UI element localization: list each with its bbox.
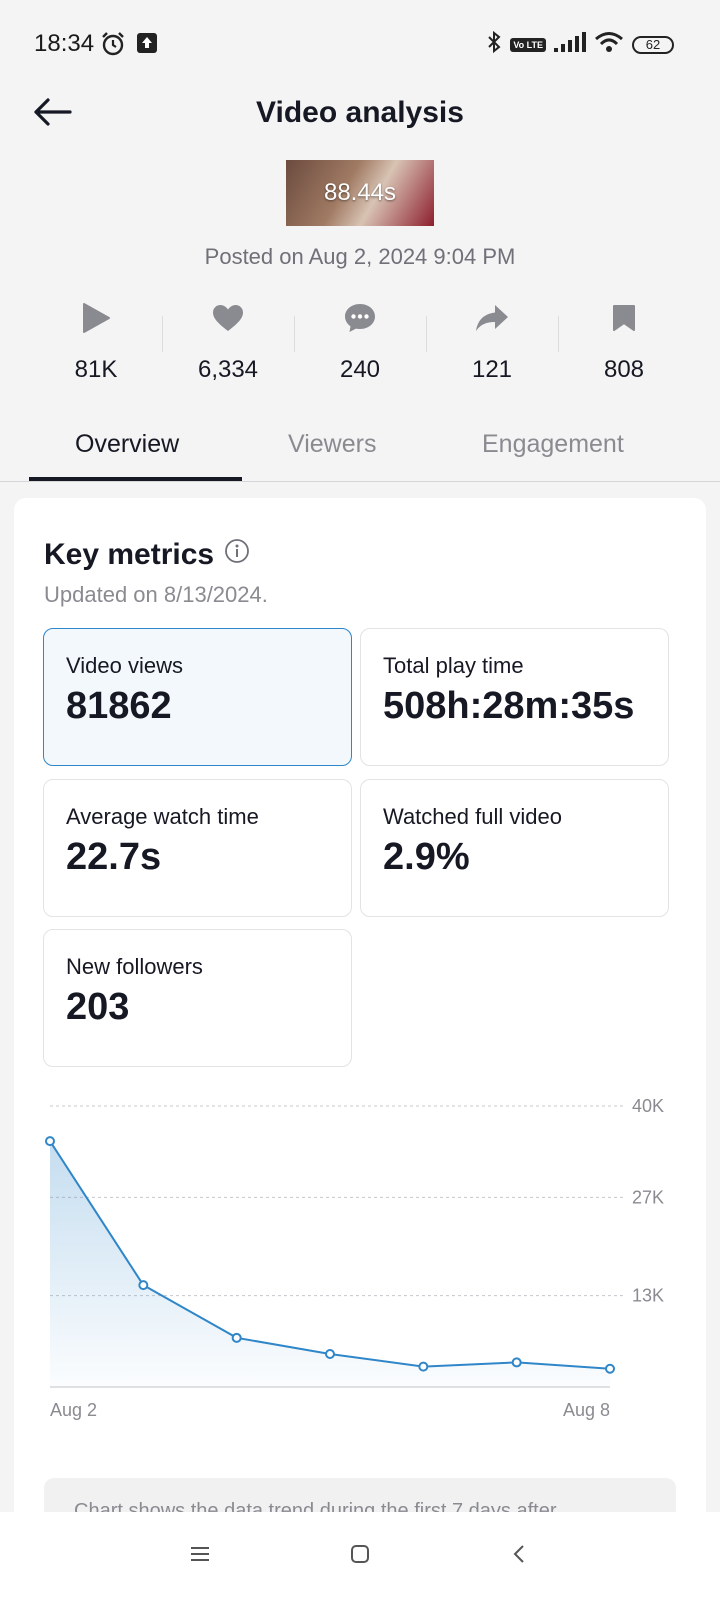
stat-shares: 121 <box>426 298 558 398</box>
y-tick-label: 13K <box>632 1286 664 1306</box>
stat-value: 81K <box>74 356 118 383</box>
metric-value: 203 <box>66 986 130 1028</box>
metric-label: New followers <box>66 954 203 979</box>
tab-engagement[interactable]: Engagement <box>482 430 624 458</box>
bookmark-icon <box>612 298 636 338</box>
y-tick-label: 40K <box>632 1096 664 1116</box>
status-bar: 18:34 Vo LTE 62 <box>0 0 720 88</box>
metric-value: 508h:28m:35s <box>383 685 635 727</box>
home-icon[interactable] <box>348 1542 372 1571</box>
share-icon <box>475 298 509 338</box>
status-icons: Vo LTE 62 <box>486 30 674 59</box>
metric-value: 81862 <box>66 685 172 727</box>
key-metrics-title: Key metrics <box>44 538 215 571</box>
chart-data-point[interactable] <box>605 1363 615 1374</box>
active-tab-indicator <box>29 477 242 481</box>
status-time: 18:34 <box>34 30 95 57</box>
battery-indicator: 62 <box>632 35 674 54</box>
tab-bar: Overview Viewers Engagement <box>0 416 720 482</box>
x-tick-label: Aug 8 <box>563 1400 610 1420</box>
heart-icon <box>212 298 244 338</box>
chart-data-point[interactable] <box>45 1136 55 1147</box>
header: Video analysis <box>0 80 720 144</box>
back-button[interactable] <box>28 90 76 134</box>
posted-date: Posted on Aug 2, 2024 9:04 PM <box>204 244 516 269</box>
y-tick-label: 27K <box>632 1187 664 1207</box>
wifi-icon <box>594 31 624 58</box>
metric-value: 22.7s <box>66 836 162 878</box>
chart-data-point[interactable] <box>511 1357 522 1368</box>
metric-watched-full-video[interactable]: Watched full video 2.9% <box>360 779 669 917</box>
metric-label: Watched full video <box>383 804 562 829</box>
stat-value: 240 <box>339 356 381 383</box>
metric-video-views[interactable]: Video views 81862 <box>43 628 352 766</box>
video-duration: 88.44s <box>323 179 397 206</box>
stat-views: 81K <box>30 298 162 398</box>
back-nav-icon[interactable] <box>508 1542 532 1571</box>
stat-favorites: 808 <box>558 298 690 398</box>
volte-icon: Vo LTE <box>510 37 546 52</box>
metric-label: Video views <box>66 653 183 678</box>
metric-new-followers[interactable]: New followers 203 <box>43 929 352 1067</box>
x-tick-label: Aug 2 <box>50 1400 97 1420</box>
play-icon <box>81 298 111 338</box>
chart-data-point[interactable] <box>231 1332 242 1343</box>
metric-value: 2.9% <box>383 836 470 878</box>
chart-data-point[interactable] <box>325 1348 335 1359</box>
signal-icon <box>554 32 586 57</box>
page-title: Video analysis <box>256 96 464 129</box>
video-thumbnail[interactable]: 88.44s <box>286 160 434 226</box>
stat-value: 121 <box>471 356 513 383</box>
engagement-stats: 81K 6,334 240 121 808 <box>30 298 690 398</box>
stat-likes: 6,334 <box>162 298 294 398</box>
views-trend-chart[interactable]: 40K 27K 13K Aug 2 Aug 8 <box>44 1096 684 1436</box>
metric-label: Average watch time <box>66 804 259 829</box>
menu-icon[interactable] <box>188 1544 212 1569</box>
updated-date: Updated on 8/13/2024. <box>44 582 268 607</box>
system-nav-bar <box>0 1512 720 1600</box>
stat-value: 808 <box>603 356 645 383</box>
metric-label: Total play time <box>383 653 524 678</box>
chart-area-fill <box>50 1141 610 1387</box>
alarm-icon <box>100 31 126 62</box>
comment-icon <box>343 298 377 338</box>
chart-data-point[interactable] <box>138 1280 149 1291</box>
key-metrics-card: Key metrics Updated on 8/13/2024. Video … <box>14 498 706 1600</box>
chart-data-point[interactable] <box>418 1361 429 1372</box>
info-icon[interactable] <box>224 538 250 572</box>
metric-average-watch-time[interactable]: Average watch time 22.7s <box>43 779 352 917</box>
tab-viewers[interactable]: Viewers <box>288 430 377 458</box>
stat-value: 6,334 <box>197 356 259 383</box>
bluetooth-icon <box>486 30 502 59</box>
upload-notification-icon <box>137 33 157 53</box>
arrow-left-icon <box>34 98 72 126</box>
metric-total-play-time[interactable]: Total play time 508h:28m:35s <box>360 628 669 766</box>
key-metrics-heading: Key metrics <box>44 538 250 572</box>
stat-comments: 240 <box>294 298 426 398</box>
tab-overview[interactable]: Overview <box>75 430 180 458</box>
